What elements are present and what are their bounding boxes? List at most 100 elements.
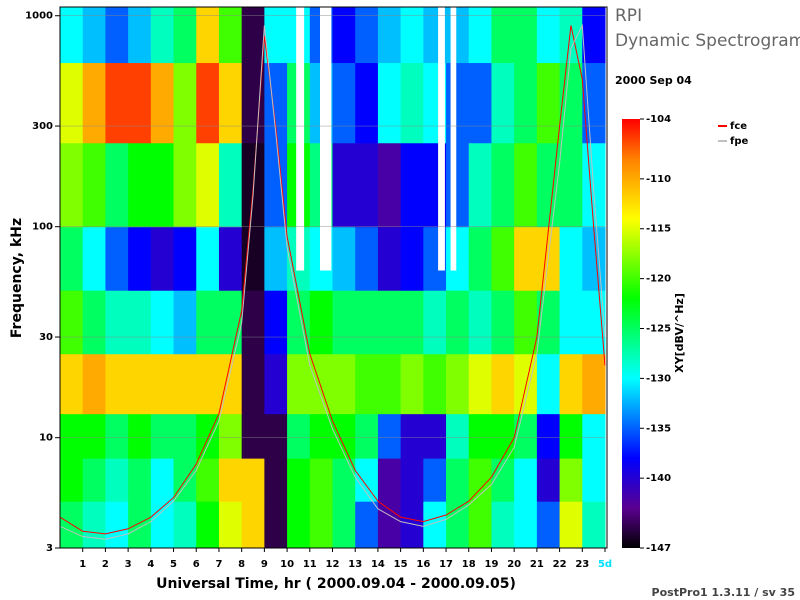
cell: [468, 7, 492, 64]
cell: [491, 458, 515, 502]
cell: [446, 458, 470, 502]
cell: [150, 413, 175, 459]
cell: [196, 501, 220, 549]
cell: [196, 458, 220, 502]
cell: [423, 501, 447, 549]
cell: [332, 226, 356, 291]
x-tick-label: 18: [462, 559, 476, 570]
cell: [468, 290, 492, 355]
cell: [173, 62, 197, 144]
x-tick-label: 11: [303, 559, 317, 570]
cell: [514, 142, 538, 228]
cell: [196, 226, 220, 291]
cell: [60, 353, 84, 415]
cell: [218, 413, 243, 459]
colorbar: [622, 119, 640, 548]
cell: [582, 353, 606, 415]
cell: [582, 7, 606, 64]
cell: [559, 353, 583, 415]
cell: [355, 458, 379, 502]
cell: [377, 62, 402, 144]
x-axis-label: Universal Time, hr ( 2000.09.04 - 2000.0…: [156, 576, 516, 592]
cell: [264, 7, 288, 64]
cell: [309, 353, 333, 415]
cell: [264, 413, 288, 459]
cell: [355, 62, 379, 144]
cell: [241, 290, 265, 355]
cell: [309, 413, 333, 459]
cell: [536, 501, 561, 549]
x-tick-label: 23: [575, 559, 589, 570]
colorbar-tick-label: -110: [646, 174, 671, 185]
cell: [218, 501, 243, 549]
cell: [559, 7, 583, 64]
x-tick-label: 5: [170, 559, 177, 570]
cell: [582, 226, 606, 291]
cell: [218, 458, 243, 502]
x-tick-label: 10: [280, 559, 294, 570]
cell: [196, 62, 220, 144]
cell: [446, 413, 470, 459]
cell: [287, 413, 311, 459]
cell: [150, 290, 175, 355]
cell: [105, 142, 129, 228]
cell: [105, 226, 129, 291]
cell: [446, 142, 470, 228]
cell: [218, 142, 243, 228]
cell: [446, 226, 470, 291]
y-tick-label: 100: [32, 222, 53, 233]
cell: [218, 353, 243, 415]
cell: [355, 290, 379, 355]
x-tick-label: 6: [193, 559, 200, 570]
cell: [446, 501, 470, 549]
cell: [60, 413, 84, 459]
cell: [105, 413, 129, 459]
cell: [423, 290, 447, 355]
chart-title: RPI: [615, 6, 642, 26]
cell: [105, 353, 129, 415]
cell: [423, 353, 447, 415]
cell: [241, 353, 265, 415]
cell: [468, 458, 492, 502]
cell: [173, 7, 197, 64]
cell: [514, 226, 538, 291]
cell: [377, 501, 402, 549]
cell: [150, 501, 175, 549]
cell: [196, 353, 220, 415]
cell: [309, 290, 333, 355]
colorbar-tick-label: -120: [646, 274, 671, 285]
x-tick-label: 8: [238, 559, 245, 570]
cell: [173, 353, 197, 415]
plot-frame: [59, 6, 608, 549]
cell: [128, 501, 152, 549]
y-tick-label: 30: [39, 332, 53, 343]
cell: [60, 142, 84, 228]
cell: [355, 501, 379, 549]
colorbar-tick-label: -135: [646, 423, 671, 434]
x-tick-label: 19: [484, 559, 498, 570]
x-tick-label: 17: [439, 559, 453, 570]
cell: [332, 458, 356, 502]
cell: [446, 353, 470, 415]
cell: [536, 353, 561, 415]
colorbar-tick-label: -104: [646, 114, 671, 125]
y-tick-label: 10: [39, 433, 53, 444]
y-tick-label: 3: [46, 543, 53, 554]
cell: [150, 353, 175, 415]
cell: [355, 226, 379, 291]
chart-subtitle: Dynamic Spectrogram: [615, 31, 800, 51]
cell: [60, 458, 84, 502]
cell: [150, 458, 175, 502]
cell: [491, 501, 515, 549]
x-tick-label: 4: [147, 559, 154, 570]
cell: [400, 458, 424, 502]
y-tick-label: 300: [32, 121, 53, 132]
x-tick-label: 13: [348, 559, 362, 570]
cell: [241, 413, 265, 459]
cell: [468, 62, 492, 144]
cell: [400, 226, 424, 291]
cell: [400, 290, 424, 355]
cell: [60, 226, 84, 291]
cell: [105, 62, 129, 144]
cell: [377, 353, 402, 415]
